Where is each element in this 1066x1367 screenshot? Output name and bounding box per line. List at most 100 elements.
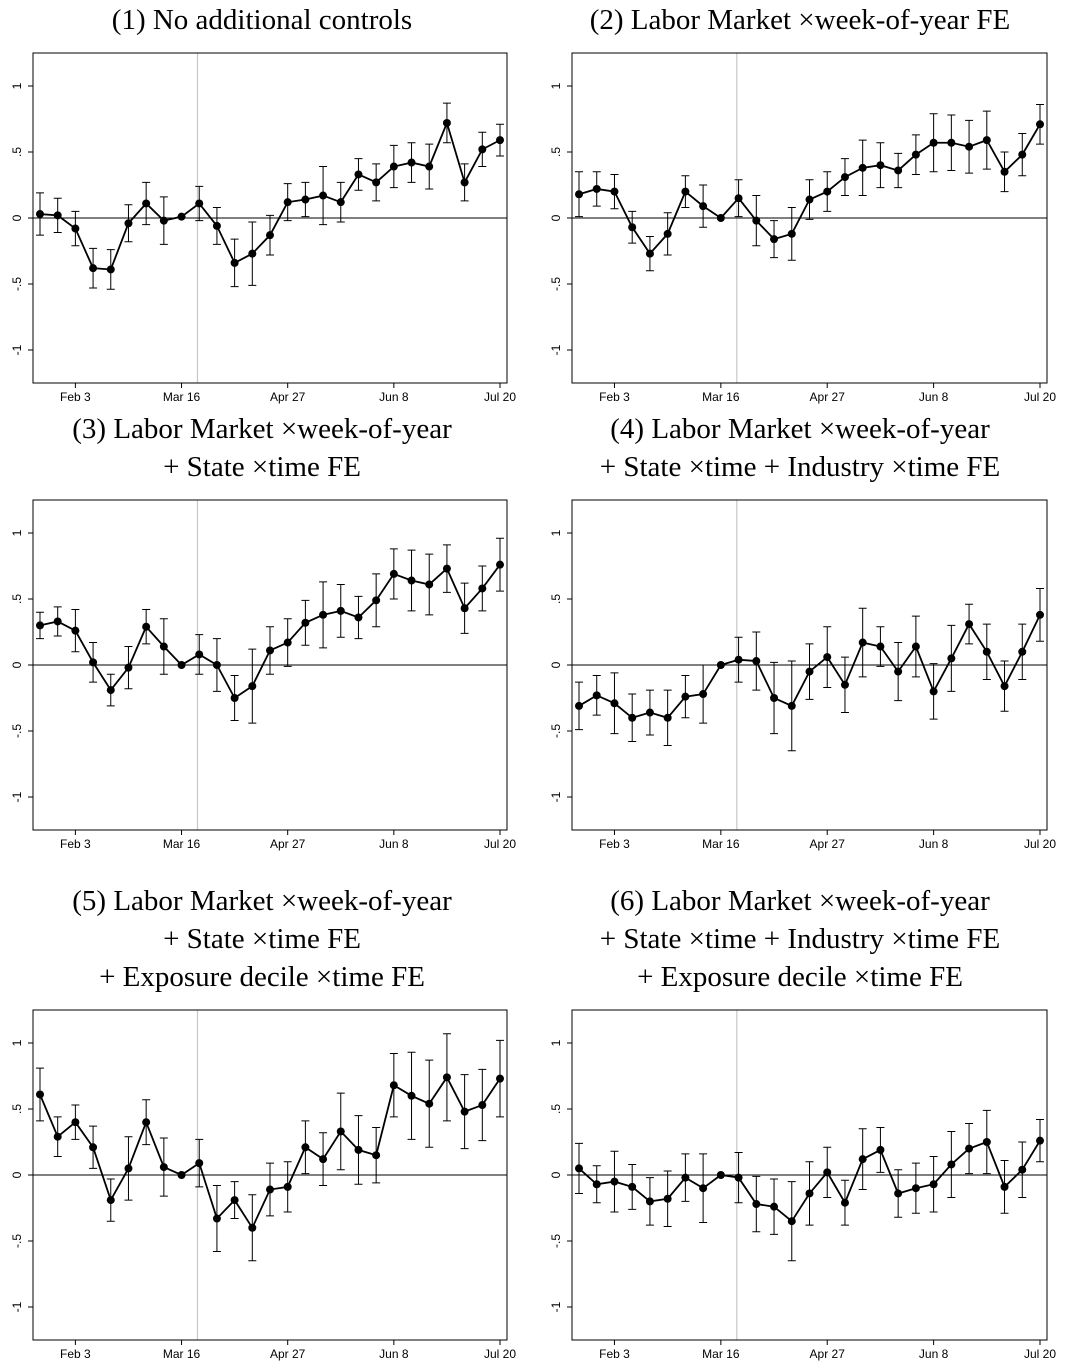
point — [858, 638, 867, 647]
panel-title: (4) Labor Market ×week-of-year — [610, 413, 990, 445]
y-tick-label: 0 — [10, 661, 24, 668]
x-tick-label: Mar 16 — [702, 390, 740, 404]
point — [716, 214, 725, 222]
x-tick-label: Feb 3 — [60, 390, 91, 404]
y-tick-label: -.5 — [10, 724, 24, 738]
point — [195, 199, 204, 208]
y-tick-label: 1 — [549, 1039, 563, 1046]
point — [716, 661, 725, 669]
point — [840, 680, 849, 689]
point — [336, 1127, 345, 1136]
y-tick-label: 0 — [10, 214, 24, 221]
point — [195, 1159, 204, 1168]
point — [89, 1143, 98, 1152]
point — [911, 642, 920, 651]
point — [1036, 120, 1044, 129]
point — [425, 162, 434, 171]
point — [425, 1099, 434, 1108]
point — [610, 699, 619, 708]
point — [805, 195, 814, 204]
point — [407, 576, 416, 585]
x-tick-label: Apr 27 — [810, 1347, 846, 1361]
panel-title: (1) No additional controls — [112, 4, 412, 36]
y-tick-label: 1 — [549, 529, 563, 536]
point — [336, 606, 345, 615]
point — [106, 265, 115, 274]
point — [610, 1177, 619, 1186]
x-tick-label: Mar 16 — [163, 837, 201, 851]
point — [212, 1214, 221, 1223]
point — [929, 1180, 938, 1189]
point — [699, 202, 708, 211]
point — [301, 195, 310, 204]
point — [106, 1196, 115, 1205]
point — [805, 667, 814, 676]
point — [496, 136, 504, 145]
point — [894, 1189, 903, 1198]
point — [770, 694, 779, 702]
point — [894, 166, 903, 175]
y-tick-label: -1 — [10, 791, 24, 802]
y-tick-label: 1 — [10, 529, 24, 536]
point — [177, 212, 186, 221]
y-tick-label: 1 — [10, 82, 24, 89]
point — [1000, 167, 1009, 176]
point — [442, 118, 451, 127]
point — [770, 1202, 779, 1211]
y-tick-label: .5 — [549, 1104, 563, 1114]
point — [142, 622, 151, 631]
x-tick-label: Apr 27 — [270, 1347, 306, 1361]
point — [230, 1196, 239, 1205]
point — [248, 249, 257, 258]
y-tick-label: -1 — [549, 791, 563, 802]
point — [699, 1184, 708, 1193]
panel-title: + State ×time + Industry ×time FE — [600, 451, 1001, 483]
point — [230, 258, 239, 267]
point — [142, 199, 151, 208]
plot-frame — [571, 52, 1048, 384]
point — [442, 1073, 451, 1082]
panel: (2) Labor Market ×week-of-year FE -1 -.5 0.… — [549, 4, 1056, 404]
point — [823, 187, 832, 196]
point — [911, 150, 920, 159]
point — [478, 145, 487, 154]
point — [823, 653, 832, 662]
y-tick-label: 1 — [10, 1039, 24, 1046]
point — [965, 142, 974, 151]
point — [407, 158, 416, 167]
point — [734, 1173, 743, 1182]
point — [645, 708, 654, 717]
point — [628, 713, 637, 722]
point — [266, 646, 274, 655]
y-tick-label: .5 — [549, 594, 563, 604]
point — [336, 198, 345, 207]
plot-frame — [32, 1009, 508, 1341]
point — [947, 654, 956, 663]
point — [124, 663, 133, 672]
panel: (6) Labor Market ×week-of-year + State ×t… — [549, 885, 1056, 1361]
point — [575, 190, 583, 199]
point — [36, 210, 44, 219]
point — [840, 1198, 849, 1207]
point — [89, 658, 98, 667]
point — [628, 1182, 637, 1191]
point — [53, 211, 62, 220]
point — [770, 235, 779, 244]
point — [212, 221, 221, 230]
x-tick-label: Feb 3 — [599, 1347, 630, 1361]
point — [663, 229, 672, 238]
point — [787, 229, 796, 238]
point — [283, 1182, 292, 1191]
point — [496, 1074, 504, 1083]
point — [460, 1107, 469, 1116]
point — [876, 1145, 885, 1154]
point — [575, 701, 583, 710]
point — [195, 650, 204, 659]
point — [1018, 647, 1027, 656]
x-tick-label: Mar 16 — [702, 1347, 740, 1361]
point — [1000, 1182, 1009, 1191]
panel: (3) Labor Market ×week-of-year + State ×t… — [10, 413, 516, 851]
y-tick-label: .5 — [10, 1104, 24, 1114]
x-tick-label: Jun 8 — [379, 837, 409, 851]
point — [159, 1163, 168, 1172]
